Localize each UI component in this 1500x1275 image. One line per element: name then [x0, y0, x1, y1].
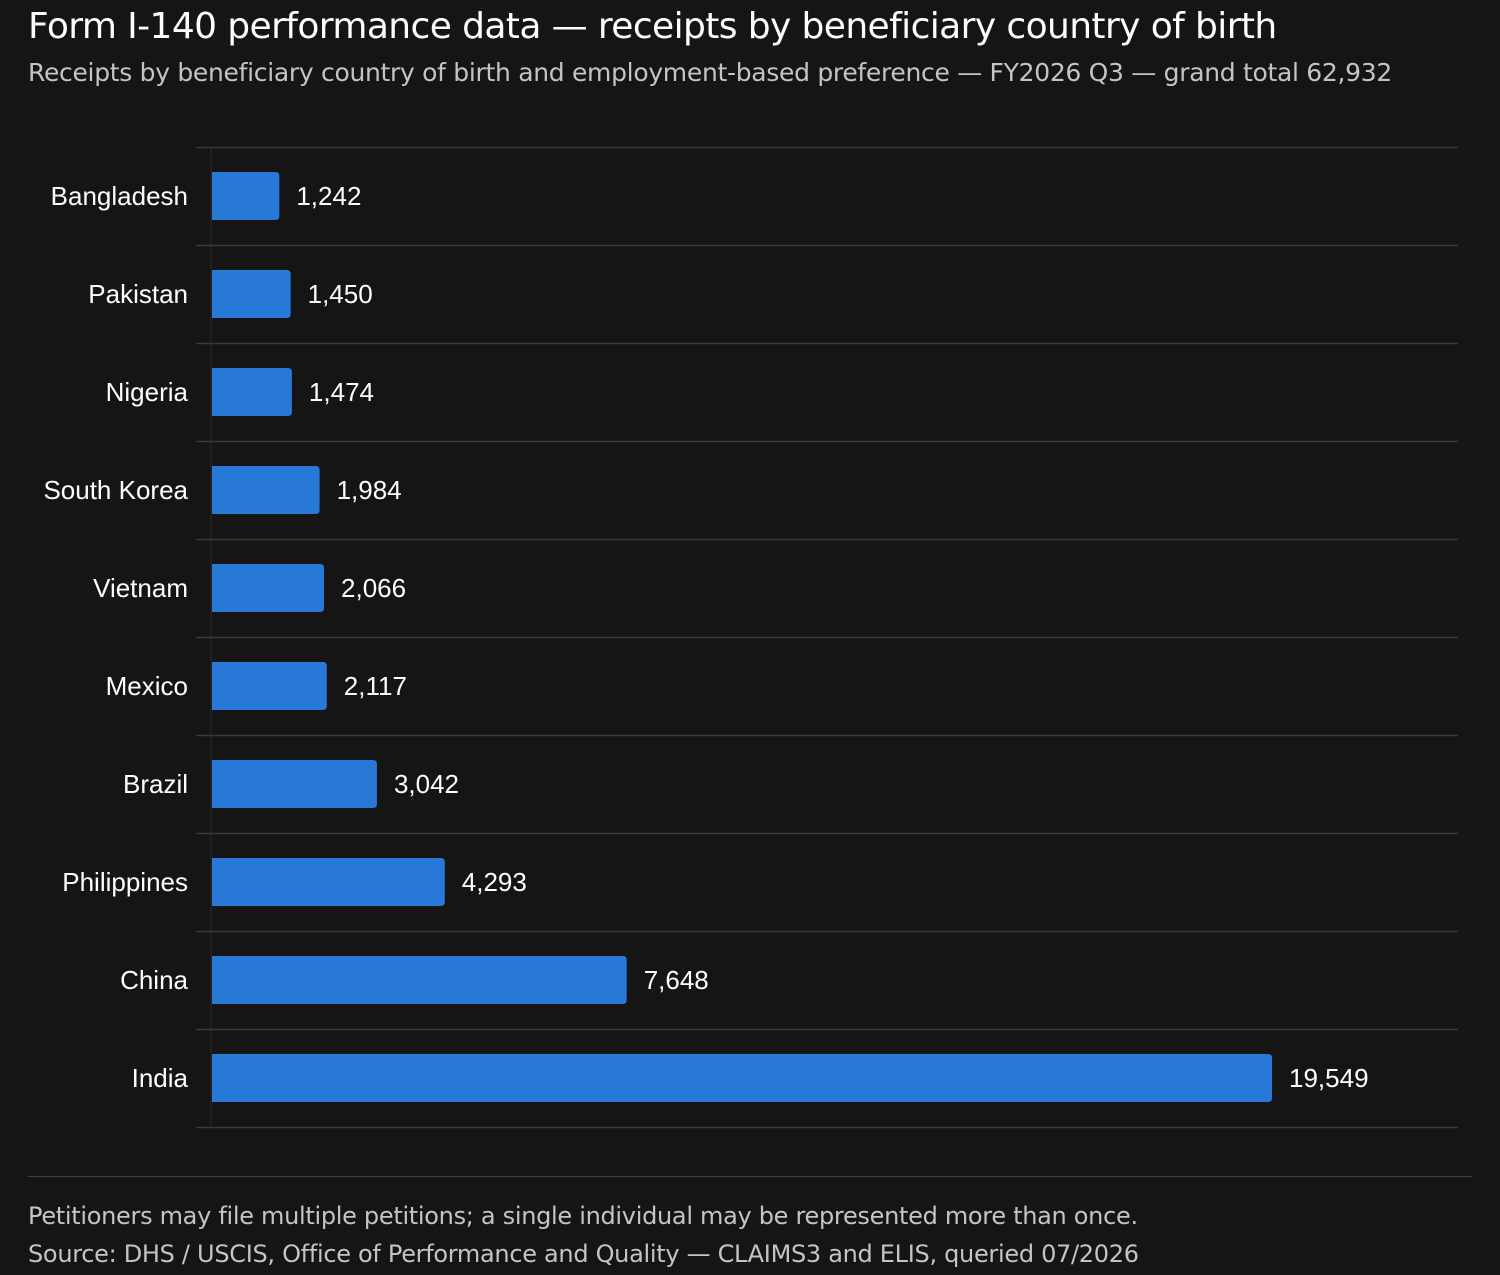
bar-brazil: [212, 760, 377, 808]
chart-title: Form I-140 performance data — receipts b…: [28, 6, 1277, 47]
value-label-india: 19,549: [1289, 1063, 1369, 1093]
category-label-nigeria: Nigeria: [106, 377, 189, 407]
value-label-china: 7,648: [644, 965, 709, 995]
bar-india: [212, 1054, 1272, 1102]
category-label-china: China: [120, 965, 188, 995]
value-label-nigeria: 1,474: [309, 377, 374, 407]
category-label-brazil: Brazil: [123, 769, 188, 799]
bar-bangladesh: [212, 172, 280, 220]
footnote: Petitioners may file multiple petitions;…: [28, 1202, 1138, 1230]
footer-divider: [28, 1176, 1472, 1177]
gridlines: [196, 146, 1458, 1129]
value-label-south-korea: 1,984: [337, 475, 402, 505]
category-label-pakistan: Pakistan: [88, 279, 188, 309]
chart-subtitle: Receipts by beneficiary country of birth…: [28, 58, 1392, 87]
category-label-mexico: Mexico: [106, 671, 188, 701]
bar-vietnam: [212, 564, 325, 612]
bar-china: [212, 956, 627, 1004]
category-label-vietnam: Vietnam: [93, 573, 188, 603]
bar-philippines: [212, 858, 445, 906]
source-note: Source: DHS / USCIS, Office of Performan…: [28, 1240, 1139, 1268]
value-label-philippines: 4,293: [462, 867, 527, 897]
bar-nigeria: [212, 368, 292, 416]
bar-mexico: [212, 662, 327, 710]
value-label-bangladesh: 1,242: [296, 181, 361, 211]
bar-south-korea: [212, 466, 320, 514]
labels: Bangladesh 1,242 Pakistan 1,450 Nigeria 1,474…: [43, 181, 1368, 1093]
bars: [212, 172, 1272, 1102]
value-label-pakistan: 1,450: [308, 279, 373, 309]
category-label-south-korea: South Korea: [43, 475, 188, 505]
bar-pakistan: [212, 270, 291, 318]
category-label-philippines: Philippines: [62, 867, 188, 897]
value-label-vietnam: 2,066: [341, 573, 406, 603]
value-label-mexico: 2,117: [344, 671, 407, 701]
category-label-india: India: [132, 1063, 189, 1093]
bar-chart: Bangladesh 1,242 Pakistan 1,450 Nigeria 1,474…: [43, 146, 1458, 1129]
value-label-brazil: 3,042: [394, 769, 459, 799]
category-label-bangladesh: Bangladesh: [51, 181, 188, 211]
